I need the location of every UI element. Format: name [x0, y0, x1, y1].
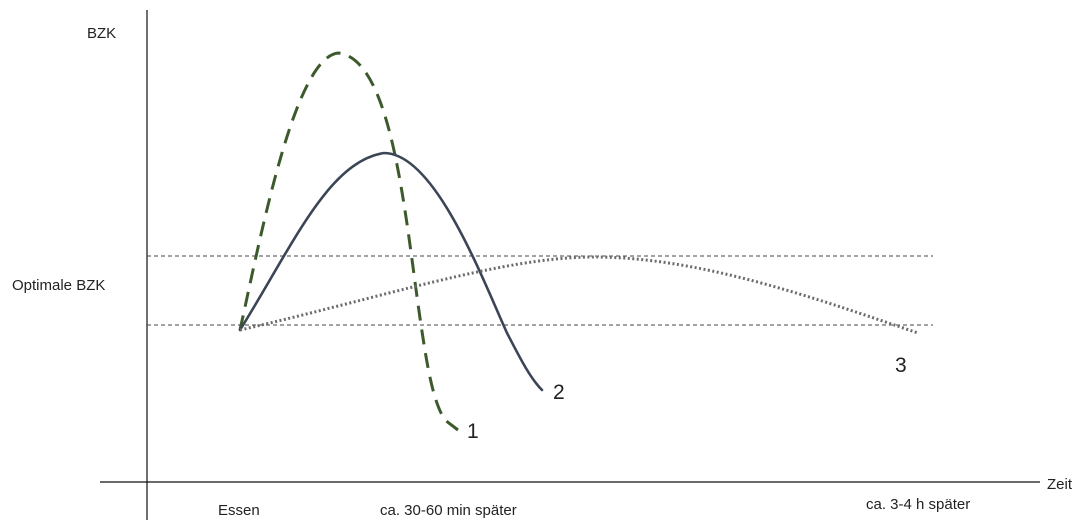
x-tick-label-essen: Essen — [218, 502, 260, 519]
y-axis-label: BZK — [87, 25, 116, 42]
series-1-label: 1 — [467, 420, 479, 443]
x-axis-label: Zeit — [1047, 476, 1073, 493]
optimal-band-label: Optimale BZK — [12, 277, 105, 294]
x-tick-label-3-4-h: ca. 3-4 h später — [866, 496, 970, 513]
series-3-label: 3 — [895, 354, 907, 377]
series-2-label: 2 — [553, 381, 565, 404]
series-3-curve — [239, 255, 919, 335]
series-1-curve — [238, 51, 459, 432]
series-2-curve — [238, 151, 544, 392]
x-tick-label-30-60-min: ca. 30-60 min später — [380, 502, 517, 519]
